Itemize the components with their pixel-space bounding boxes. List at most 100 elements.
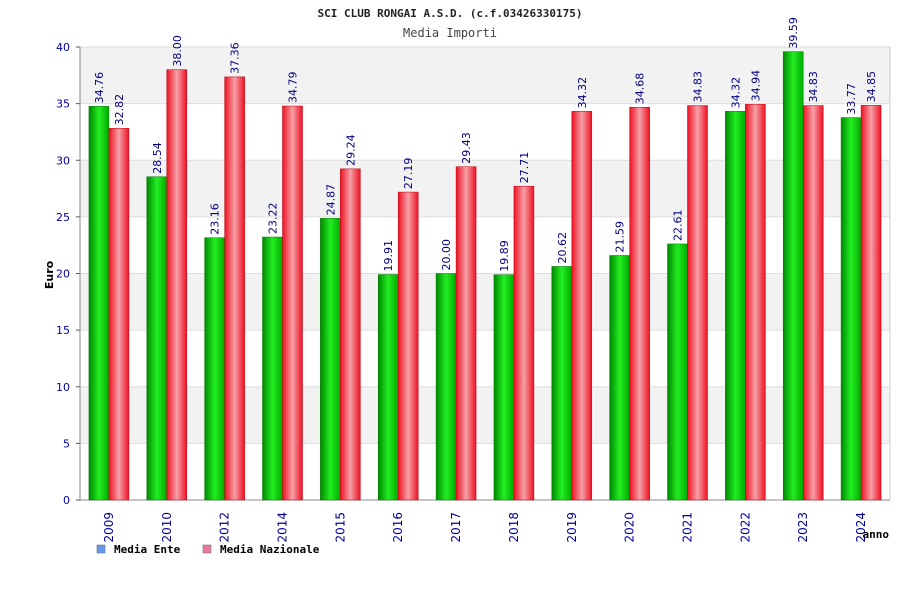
x-axis-ticks: 2009 2010 2012 2014 2015 2016 2017 2018 2019 2020… [102,512,868,543]
bar-value-label: 20.62 [556,232,569,264]
plot-band [80,330,890,387]
bar-ente-2023 [782,51,804,501]
bar-value-label: 34.68 [634,73,647,105]
plot-band [80,273,890,331]
x-tick-label: 2015 [333,512,347,543]
bar-value-label: 32.82 [113,94,126,126]
bar-value-label: 34.83 [807,71,820,103]
bar-nazionale-2016 [397,191,419,501]
bar-value-label: 33.77 [845,83,858,115]
bar-ente-2009 [88,106,110,501]
chart-subtitle: Media Importi [403,26,497,40]
bar-value-label: 19.89 [498,240,511,272]
x-tick-label: 2024 [854,512,868,543]
y-tick-label: 40 [56,41,70,54]
y-tick-label: 0 [63,494,70,507]
bar-nazionale-2017 [455,166,477,501]
bar-nazionale-2023 [802,105,824,501]
y-tick-label: 30 [56,154,70,167]
y-tick-label: 10 [56,381,70,394]
x-axis-label: anno [863,528,890,541]
x-tick-label: 2009 [102,512,116,543]
bar-value-label: 37.36 [229,42,242,74]
bar-value-label: 34.85 [865,71,878,103]
bar-value-label: 29.43 [460,132,473,164]
legend-swatch-ente [96,544,106,554]
bar-value-label: 23.16 [209,203,222,235]
x-tick-label: 2016 [391,512,405,543]
bar-value-label: 23.22 [267,203,280,235]
bar-ente-2017 [435,273,457,501]
bar-ente-2016 [377,274,399,501]
legend-label-nazionale: Media Nazionale [220,543,320,556]
bar-value-label: 22.61 [672,209,685,241]
bar-ente-2012 [204,237,225,501]
plot-band [80,103,890,161]
bar-value-label: 27.71 [518,152,531,184]
bar-value-label: 34.32 [576,77,589,109]
data-labels: 34.76 32.82 28.54 38.00 23.16 37.36 23.22 34.79… [93,17,878,272]
y-tick-label: 35 [56,98,70,111]
y-tick-label: 20 [56,268,70,281]
bar-value-label: 34.94 [749,70,762,102]
bar-nazionale-2012 [224,76,245,501]
bar-value-label: 27.19 [402,158,415,190]
x-tick-label: 2018 [507,512,521,543]
plot-band [80,47,890,104]
bar-ente-2020 [609,255,630,501]
x-tick-label: 2022 [738,512,752,543]
bar-ente-2024 [840,117,862,501]
x-tick-label: 2020 [623,512,637,543]
bar-ente-2021 [667,243,688,501]
bar-value-label: 28.54 [151,142,164,174]
bar-nazionale-2019 [571,111,593,501]
plot-band [80,443,890,500]
plot-band [80,386,890,444]
bar-nazionale-2009 [108,128,130,501]
y-tick-label: 5 [63,437,70,450]
bar-nazionale-2020 [629,106,650,501]
y-tick-label: 15 [56,324,70,337]
bar-ente-2019 [551,266,573,501]
bar-nazionale-2022 [745,104,766,501]
bar-nazionale-2024 [860,105,882,501]
bars [88,51,882,501]
bar-ente-2015 [320,218,341,501]
bar-ente-2018 [493,274,515,501]
bar-nazionale-2015 [340,168,361,501]
y-tick-label: 25 [56,211,70,224]
plot-band [80,160,890,217]
bar-nazionale-2021 [687,105,708,501]
bar-ente-2010 [146,176,168,501]
bar-ente-2022 [725,111,746,501]
bar-ente-2014 [262,236,283,501]
x-tick-label: 2023 [796,512,810,543]
x-tick-label: 2019 [565,512,579,543]
x-tick-label: 2017 [449,512,463,543]
legend: Media Ente Media Nazionale [96,543,320,556]
x-tick-label: 2010 [160,512,174,543]
bar-nazionale-2014 [282,105,303,501]
y-axis-ticks: 0 5 10 15 20 25 30 35 40 [56,41,70,507]
bar-value-label: 39.59 [787,17,800,49]
bar-value-label: 29.24 [344,134,357,166]
legend-label-ente: Media Ente [114,543,181,556]
bar-value-label: 34.32 [729,77,742,109]
bar-value-label: 34.76 [93,72,106,104]
bar-value-label: 34.79 [287,72,300,104]
bar-value-label: 24.87 [324,184,337,216]
bar-nazionale-2018 [513,185,535,501]
bar-value-label: 20.00 [440,239,453,271]
bar-nazionale-2010 [166,69,188,501]
bar-value-label: 38.00 [171,35,184,67]
bar-value-label: 19.91 [382,240,395,272]
plot-band [80,216,890,274]
x-tick-label: 2012 [218,512,232,543]
bar-value-label: 34.83 [692,71,705,103]
x-tick-label: 2021 [681,512,695,543]
y-axis-label: Euro [43,260,56,289]
legend-swatch-nazionale [202,544,212,554]
x-tick-label: 2014 [276,512,290,543]
chart-title: SCI CLUB RONGAI A.S.D. (c.f.03426330175) [318,7,583,20]
